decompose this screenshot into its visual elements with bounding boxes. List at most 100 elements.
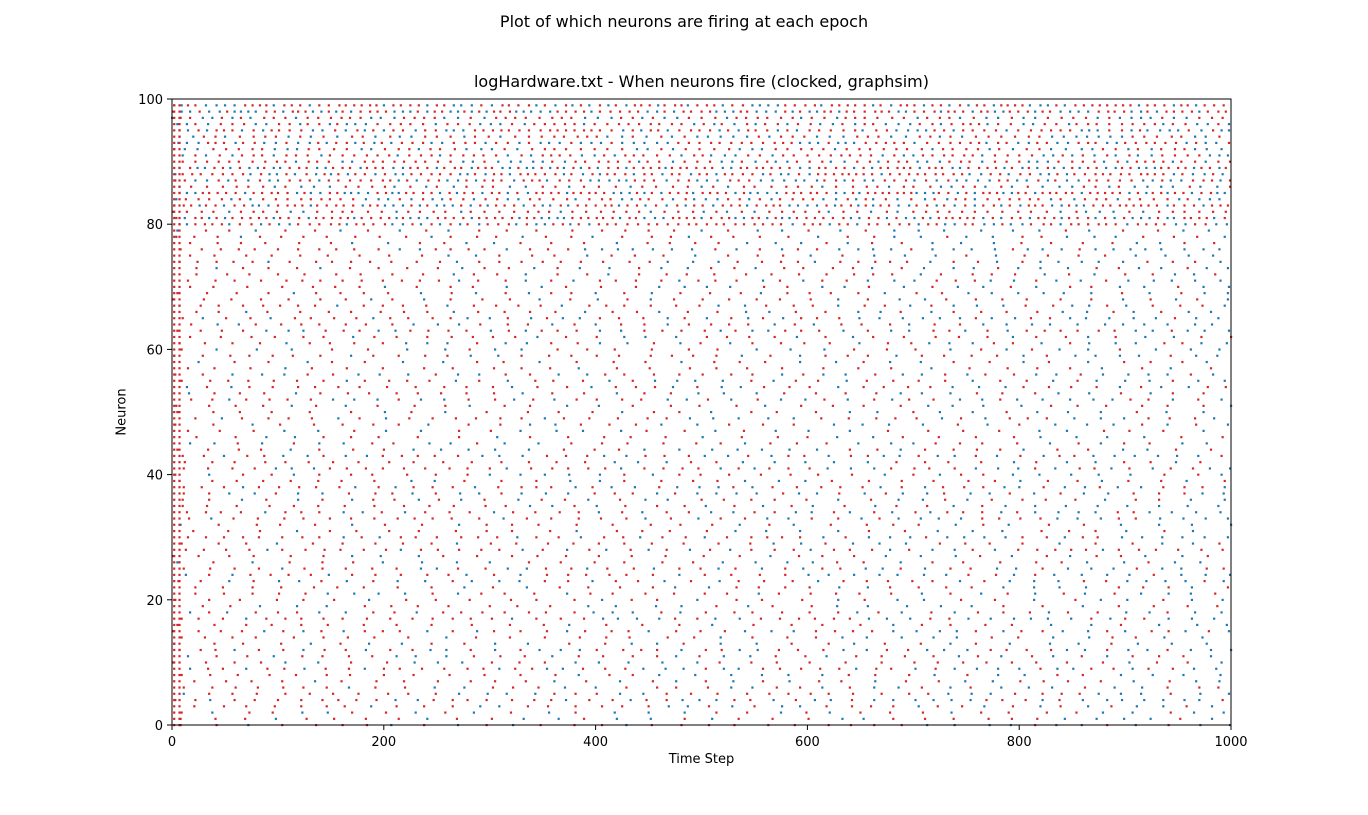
spike-dot bbox=[1141, 686, 1144, 689]
spike-dot bbox=[370, 179, 373, 182]
spike-dot bbox=[651, 680, 654, 683]
spike-dot bbox=[1092, 398, 1095, 401]
spike-dot bbox=[383, 148, 387, 151]
spike-dot bbox=[1141, 404, 1144, 407]
spike-dot bbox=[949, 567, 952, 570]
spike-dot bbox=[470, 166, 473, 170]
spike-dot bbox=[272, 379, 275, 382]
spike-dot bbox=[588, 417, 591, 420]
spike-dot bbox=[182, 686, 185, 689]
spike-dot bbox=[1119, 523, 1123, 526]
spike-dot bbox=[566, 198, 569, 201]
spike-dot bbox=[1117, 548, 1120, 551]
spike-dot bbox=[205, 504, 209, 508]
spike-dot bbox=[846, 241, 849, 245]
spike-dot bbox=[1128, 573, 1131, 576]
spike-dot bbox=[1047, 523, 1051, 526]
spike-dot bbox=[990, 292, 993, 295]
spike-dot bbox=[1059, 329, 1062, 332]
spike-dot bbox=[780, 216, 784, 220]
spike-dot bbox=[442, 360, 445, 364]
spike-dot bbox=[959, 241, 963, 245]
spike-dot bbox=[815, 248, 819, 251]
spike-dot bbox=[648, 260, 651, 263]
spike-dot bbox=[508, 173, 512, 176]
spike-dot bbox=[630, 598, 633, 601]
spike-dot bbox=[1205, 360, 1208, 364]
spike-dot bbox=[456, 179, 460, 182]
spike-dot bbox=[407, 636, 410, 639]
spike-dot bbox=[908, 204, 911, 207]
spike-dot bbox=[222, 705, 226, 708]
spike-dot bbox=[874, 260, 877, 263]
spike-dot bbox=[216, 235, 219, 238]
spike-dot bbox=[508, 185, 512, 188]
spike-dot bbox=[649, 298, 652, 301]
spike-dot bbox=[276, 248, 280, 251]
spike-dot bbox=[943, 492, 946, 495]
spike-dot bbox=[728, 423, 731, 426]
spike-dot bbox=[993, 248, 997, 251]
spike-dot bbox=[331, 166, 335, 170]
spike-dot bbox=[908, 323, 911, 326]
spike-dot bbox=[325, 141, 328, 145]
spike-dot bbox=[1070, 223, 1073, 226]
spike-dot bbox=[319, 279, 322, 282]
spike-dot bbox=[603, 536, 606, 539]
spike-dot bbox=[185, 223, 189, 226]
spike-dot bbox=[855, 198, 858, 201]
spike-dot bbox=[1160, 248, 1163, 251]
spike-dot bbox=[527, 129, 531, 132]
spike-dot bbox=[693, 204, 696, 207]
spike-dot bbox=[718, 661, 721, 664]
spike-dot bbox=[212, 148, 215, 151]
spike-dot bbox=[935, 204, 938, 207]
spike-dot bbox=[276, 698, 280, 702]
spike-dot bbox=[643, 141, 646, 145]
spike-dot bbox=[362, 623, 365, 627]
spike-dot bbox=[248, 354, 251, 357]
spike-dot bbox=[811, 504, 814, 508]
spike-dot bbox=[1195, 317, 1198, 320]
spike-dot bbox=[528, 436, 532, 439]
spike-dot bbox=[302, 329, 305, 332]
spike-dot bbox=[234, 191, 237, 195]
spike-dot bbox=[1048, 191, 1052, 195]
spike-dot bbox=[987, 717, 990, 720]
spike-dot bbox=[215, 348, 218, 351]
spike-dot bbox=[425, 229, 428, 232]
spike-dot bbox=[735, 586, 738, 589]
spike-dot bbox=[1088, 129, 1091, 132]
spike-dot bbox=[339, 292, 342, 295]
spike-dot bbox=[457, 323, 461, 326]
spike-dot bbox=[1046, 179, 1049, 182]
spike-dot bbox=[1101, 661, 1105, 664]
spike-dot bbox=[731, 160, 734, 163]
spike-dot bbox=[189, 166, 192, 170]
spike-dot bbox=[351, 241, 354, 245]
spike-dot bbox=[593, 561, 596, 564]
spike-dot bbox=[426, 335, 429, 339]
spike-dot bbox=[1070, 385, 1073, 389]
spike-dot bbox=[628, 191, 631, 195]
spike-dot bbox=[1118, 179, 1122, 182]
spike-dot bbox=[855, 667, 858, 670]
spike-dot bbox=[922, 573, 926, 576]
spike-dot bbox=[1052, 304, 1055, 307]
spike-dot bbox=[471, 160, 474, 163]
spike-dot bbox=[929, 260, 932, 263]
spike-dot bbox=[514, 667, 517, 670]
spike-dot bbox=[1103, 191, 1107, 195]
spike-dot bbox=[857, 292, 860, 295]
spike-dot bbox=[1210, 717, 1214, 720]
spike-dot bbox=[993, 548, 997, 551]
spike-dot bbox=[533, 592, 536, 595]
spike-dot bbox=[1007, 523, 1010, 526]
spike-dot bbox=[934, 442, 937, 445]
spike-dot bbox=[1223, 235, 1226, 238]
spike-dot bbox=[528, 373, 532, 376]
spike-dot bbox=[666, 317, 669, 320]
spike-dot bbox=[705, 179, 708, 182]
spike-dot bbox=[829, 523, 832, 526]
spike-dot bbox=[499, 417, 502, 420]
